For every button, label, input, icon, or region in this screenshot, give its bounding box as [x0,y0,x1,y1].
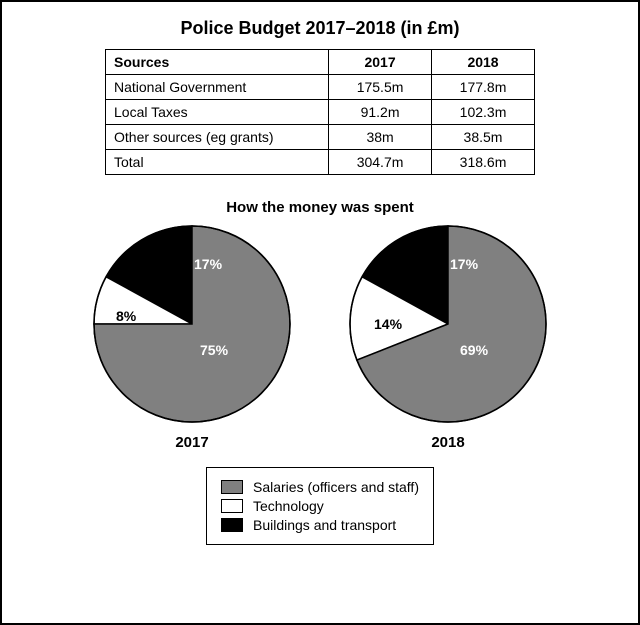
table-row: Local Taxes 91.2m 102.3m [106,100,535,125]
cell-2018: 177.8m [432,75,535,100]
pie-2017: 17% 8% 75% [92,224,292,424]
year-label-2018: 2018 [431,434,464,451]
legend-item-technology: Technology [221,498,419,514]
col-2018: 2018 [432,50,535,75]
page-container: Police Budget 2017–2018 (in £m) Sources … [0,0,640,625]
cell-2018: 102.3m [432,100,535,125]
legend-label: Technology [253,498,324,514]
sub-title: How the money was spent [62,199,578,216]
pie-label-technology: 14% [374,316,402,332]
col-sources: Sources [106,50,329,75]
legend-item-salaries: Salaries (officers and staff) [221,479,419,495]
cell-2017: 304.7m [329,150,432,175]
table-row: Other sources (eg grants) 38m 38.5m [106,125,535,150]
legend-label: Salaries (officers and staff) [253,479,419,495]
table-row: Total 304.7m 318.6m [106,150,535,175]
legend-wrap: Salaries (officers and staff) Technology… [62,451,578,545]
col-2017: 2017 [329,50,432,75]
table-header-row: Sources 2017 2018 [106,50,535,75]
year-label-2017: 2017 [175,434,208,451]
pie-label-buildings: 17% [194,256,222,272]
pie-label-buildings: 17% [450,256,478,272]
pie-2017-col: 17% 8% 75% 2017 [92,224,292,451]
pie-2018: 17% 14% 69% [348,224,548,424]
cell-source: Total [106,150,329,175]
swatch-salaries [221,480,243,494]
swatch-buildings [221,518,243,532]
legend-box: Salaries (officers and staff) Technology… [206,467,434,545]
pie-charts-row: 17% 8% 75% 2017 17% 14% 69% 2018 [62,224,578,451]
table-row: National Government 175.5m 177.8m [106,75,535,100]
cell-source: Other sources (eg grants) [106,125,329,150]
swatch-technology [221,499,243,513]
cell-2018: 318.6m [432,150,535,175]
legend-label: Buildings and transport [253,517,396,533]
cell-source: Local Taxes [106,100,329,125]
cell-2018: 38.5m [432,125,535,150]
cell-2017: 175.5m [329,75,432,100]
cell-2017: 91.2m [329,100,432,125]
pie-label-technology: 8% [116,308,136,324]
pie-2018-col: 17% 14% 69% 2018 [348,224,548,451]
main-title: Police Budget 2017–2018 (in £m) [62,18,578,39]
pie-label-salaries: 69% [460,342,488,358]
legend-item-buildings: Buildings and transport [221,517,419,533]
cell-2017: 38m [329,125,432,150]
budget-table: Sources 2017 2018 National Government 17… [105,49,535,175]
cell-source: National Government [106,75,329,100]
pie-label-salaries: 75% [200,342,228,358]
